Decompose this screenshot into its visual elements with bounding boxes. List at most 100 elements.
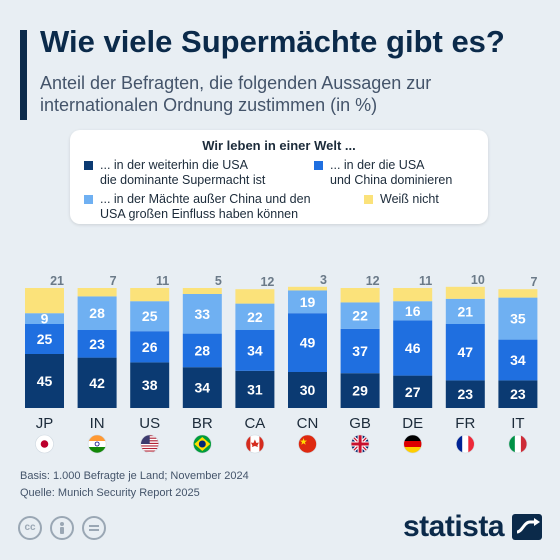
data-label-dont-know-us: 11 bbox=[156, 274, 169, 288]
legend-item-usa-china: ... in der die USA und China dominieren bbox=[314, 158, 484, 188]
bar-segment-usa-china-jp bbox=[25, 324, 64, 354]
no-derivatives-icon[interactable] bbox=[82, 516, 106, 540]
data-label-usa-dominant-fr: 23 bbox=[458, 386, 474, 402]
bar-segment-other-powers-ca bbox=[235, 303, 275, 330]
bar-segment-dont-know-de bbox=[393, 288, 433, 302]
data-label-other-powers-in: 28 bbox=[89, 305, 105, 321]
flag-uk-icon bbox=[350, 434, 370, 454]
bar-segment-other-powers-us bbox=[130, 301, 170, 332]
data-label-dont-know-in: 7 bbox=[110, 274, 117, 288]
flag-usa-icon bbox=[140, 434, 159, 454]
data-label-dont-know-de: 11 bbox=[419, 274, 432, 288]
bar-segment-other-powers-gb bbox=[340, 302, 380, 329]
x-tick-label-de: DE bbox=[402, 415, 423, 432]
bar-segment-other-powers-br bbox=[182, 294, 222, 334]
legend-swatch bbox=[314, 161, 323, 170]
flag-india-icon bbox=[87, 434, 107, 454]
data-label-usa-dominant-ca: 31 bbox=[247, 381, 263, 397]
bar-segment-dont-know-gb bbox=[340, 288, 380, 303]
bar-segment-usa-dominant-it bbox=[498, 380, 538, 408]
bar-segment-dont-know-ca bbox=[235, 289, 275, 304]
bar-segment-usa-china-gb bbox=[340, 328, 380, 374]
data-label-dont-know-ca: 12 bbox=[260, 275, 274, 289]
bar-segment-usa-china-br bbox=[182, 333, 222, 368]
flag-germany-icon bbox=[403, 434, 423, 454]
data-label-usa-china-it: 34 bbox=[510, 352, 526, 368]
data-label-other-powers-br: 33 bbox=[195, 306, 211, 322]
data-label-other-powers-gb: 22 bbox=[352, 308, 368, 324]
bar-segment-usa-china-it bbox=[498, 339, 538, 381]
data-label-dont-know-jp: 21 bbox=[50, 274, 64, 288]
flag-brazil-icon bbox=[193, 434, 212, 454]
flag-japan-icon bbox=[35, 434, 54, 454]
data-label-other-powers-cn: 19 bbox=[300, 294, 316, 310]
bar-segment-other-powers-cn bbox=[288, 290, 327, 314]
data-label-usa-dominant-br: 34 bbox=[195, 380, 211, 396]
chart-legend: Wir leben in einer Welt ... ... in der w… bbox=[70, 130, 488, 224]
bar-segment-other-powers-jp bbox=[25, 313, 64, 324]
data-label-dont-know-it: 7 bbox=[530, 275, 537, 289]
bar-segment-other-powers-in bbox=[77, 296, 117, 330]
data-label-usa-china-in: 23 bbox=[89, 336, 105, 352]
data-label-usa-dominant-gb: 29 bbox=[352, 383, 368, 399]
legend-swatch bbox=[84, 195, 93, 204]
flag-france-icon bbox=[455, 434, 475, 454]
statista-logo[interactable]: statista bbox=[403, 510, 505, 543]
data-label-usa-china-fr: 47 bbox=[458, 344, 474, 360]
legend-item-usa-dominant: ... in der weiterhin die USA die dominan… bbox=[84, 158, 294, 188]
bar-segment-other-powers-it bbox=[498, 297, 538, 340]
flag-italy-icon bbox=[508, 434, 528, 454]
x-tick-label-br: BR bbox=[192, 415, 213, 432]
creative-commons-icon[interactable]: cc bbox=[18, 516, 42, 540]
bar-segment-dont-know-us bbox=[130, 288, 170, 302]
data-label-usa-china-jp: 25 bbox=[37, 331, 53, 347]
data-label-usa-china-ca: 34 bbox=[247, 342, 263, 358]
x-tick-label-gb: GB bbox=[349, 415, 371, 432]
page-subtitle: Anteil der Befragten, die folgenden Auss… bbox=[40, 73, 432, 115]
x-tick-label-ca: CA bbox=[244, 415, 265, 432]
legend-label: ... in der die USA und China dominieren bbox=[330, 158, 453, 187]
data-label-other-powers-de: 16 bbox=[405, 303, 421, 319]
bar-segment-usa-china-us bbox=[130, 331, 170, 363]
legend-label: Weiß nicht bbox=[380, 192, 439, 206]
data-label-usa-dominant-jp: 45 bbox=[37, 373, 53, 389]
data-label-usa-china-us: 26 bbox=[142, 339, 158, 355]
bar-segment-usa-china-fr bbox=[445, 324, 485, 381]
data-label-usa-dominant-cn: 30 bbox=[300, 382, 316, 398]
bar-segment-dont-know-br bbox=[182, 288, 222, 294]
data-label-other-powers-it: 35 bbox=[510, 311, 526, 327]
bar-segment-usa-dominant-br bbox=[182, 367, 222, 408]
attribution-icon[interactable] bbox=[50, 516, 74, 540]
bar-segment-usa-dominant-gb bbox=[340, 373, 380, 408]
x-tick-label-cn: CN bbox=[297, 415, 319, 432]
data-label-usa-dominant-us: 38 bbox=[142, 377, 158, 393]
bar-segment-usa-china-cn bbox=[288, 313, 327, 372]
data-label-usa-china-br: 28 bbox=[195, 342, 211, 358]
bar-segment-usa-dominant-de bbox=[393, 375, 433, 408]
page-title: Wie viele Supermächte gibt es? bbox=[40, 24, 505, 59]
bar-segment-dont-know-in bbox=[77, 288, 117, 297]
source-basis: Basis: 1.000 Befragte je Land; November … bbox=[20, 470, 249, 482]
data-label-other-powers-ca: 22 bbox=[247, 309, 263, 325]
data-label-dont-know-br: 5 bbox=[215, 274, 222, 288]
bar-segment-usa-dominant-cn bbox=[288, 372, 327, 408]
bar-segment-dont-know-jp bbox=[25, 288, 64, 314]
legend-swatch bbox=[364, 195, 373, 204]
x-tick-label-jp: JP bbox=[36, 415, 54, 432]
data-label-usa-dominant-it: 23 bbox=[510, 386, 526, 402]
stacked-bar-chart: 4525921JP4223287IN38262511US3428335BR313… bbox=[25, 273, 538, 454]
x-tick-label-in: IN bbox=[90, 415, 105, 432]
data-label-dont-know-gb: 12 bbox=[366, 274, 380, 288]
bar-segment-usa-china-in bbox=[77, 330, 117, 358]
data-label-other-powers-jp: 9 bbox=[41, 311, 49, 327]
bar-segment-usa-dominant-fr bbox=[445, 380, 485, 408]
data-label-other-powers-us: 25 bbox=[142, 308, 158, 324]
legend-item-other-powers: ... in der Mächte außer China und den US… bbox=[84, 192, 354, 222]
x-tick-label-us: US bbox=[139, 415, 160, 432]
bar-segment-dont-know-cn bbox=[288, 286, 327, 291]
statista-logo-mark-icon bbox=[512, 514, 542, 540]
data-label-usa-china-cn: 49 bbox=[300, 335, 316, 351]
bar-segment-other-powers-fr bbox=[445, 298, 485, 324]
legend-title: Wir leben in einer Welt ... bbox=[202, 138, 356, 153]
title-accent-bar bbox=[20, 30, 27, 120]
